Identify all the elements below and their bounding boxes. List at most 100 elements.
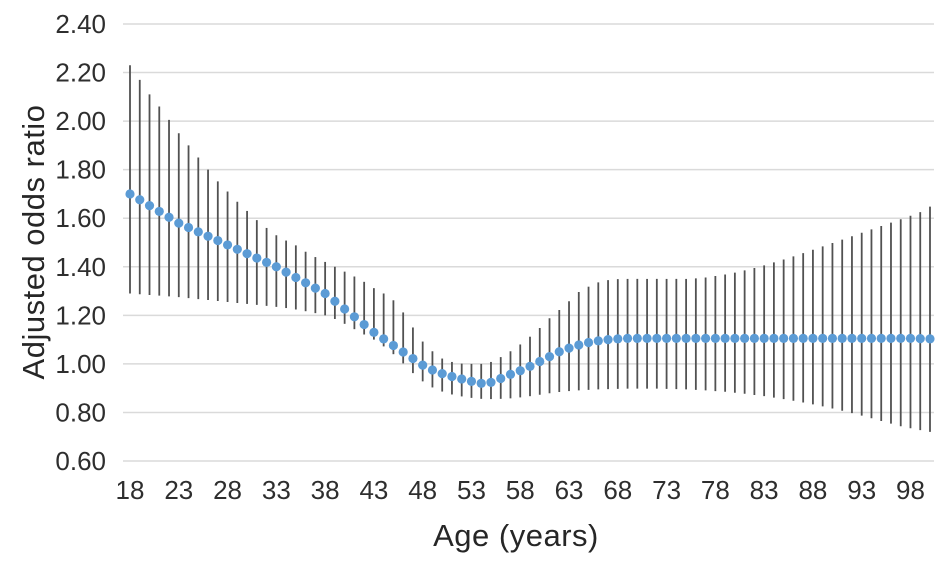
data-point: [154, 206, 164, 217]
data-point: [622, 333, 633, 343]
data-point: [135, 195, 145, 205]
data-point: [193, 227, 203, 237]
y-tick-label: 0.60: [55, 446, 106, 476]
x-tick-label: 38: [311, 475, 340, 505]
data-point: [603, 335, 613, 345]
data-point: [701, 333, 711, 343]
data-point: [554, 347, 564, 357]
data-point: [857, 333, 867, 343]
data-point: [447, 371, 457, 382]
data-point: [125, 189, 135, 199]
y-tick-label: 1.60: [55, 203, 106, 233]
data-point: [779, 333, 789, 343]
data-point: [613, 334, 623, 344]
data-point: [661, 333, 672, 343]
data-point: [261, 257, 272, 268]
data-point: [564, 343, 574, 353]
data-point: [896, 333, 906, 343]
y-tick-label: 1.40: [55, 252, 106, 282]
data-point: [271, 262, 281, 272]
data-point: [398, 347, 408, 357]
x-tick-label: 33: [262, 475, 291, 505]
x-tick-label: 53: [457, 475, 486, 505]
data-point: [671, 333, 681, 343]
data-point: [740, 333, 750, 343]
data-point: [886, 333, 896, 343]
data-point: [769, 333, 779, 343]
error-bars: [129, 65, 931, 432]
data-point: [691, 333, 701, 343]
y-tick-label: 1.80: [55, 155, 106, 185]
y-tick-label: 1.20: [55, 300, 106, 330]
x-tick-label: 83: [750, 475, 779, 505]
data-point: [710, 333, 720, 343]
data-point: [525, 361, 535, 371]
data-point: [232, 244, 242, 254]
data-point: [486, 377, 496, 387]
data-point: [349, 312, 359, 322]
data-point: [788, 333, 799, 343]
data-point: [310, 283, 320, 293]
data-point: [144, 200, 155, 211]
data-point: [359, 319, 369, 330]
data-point: [681, 333, 691, 343]
data-point: [252, 253, 262, 263]
x-tick-label: 48: [408, 475, 437, 505]
y-axis-title: Adjusted odds ratio: [16, 104, 51, 380]
x-tick-label: 58: [506, 475, 535, 505]
data-point: [213, 235, 223, 246]
gridlines: [123, 23, 934, 462]
y-tick-labels: 0.60 0.80 1.00 1.20 1.40 1.60 1.80 2.00 2.20 2.40: [55, 9, 106, 476]
x-tick-label: 88: [798, 475, 827, 505]
data-point: [408, 353, 418, 364]
x-tick-label: 98: [896, 475, 925, 505]
x-axis-title: Age (years): [433, 518, 599, 553]
x-tick-label: 93: [847, 475, 876, 505]
data-point: [652, 333, 662, 343]
data-point: [496, 373, 506, 384]
data-point: [418, 360, 428, 370]
data-point: [837, 333, 847, 343]
data-point: [457, 374, 467, 384]
data-point: [876, 333, 886, 343]
y-tick-label: 2.40: [55, 9, 106, 39]
y-tick-label: 1.00: [55, 349, 106, 379]
data-point: [574, 340, 584, 350]
data-point: [320, 288, 330, 299]
data-point: [515, 366, 525, 376]
data-point: [466, 376, 477, 386]
data-point: [505, 369, 516, 379]
data-point: [174, 218, 184, 228]
data-point: [203, 231, 213, 241]
data-point: [905, 333, 916, 343]
x-tick-label: 18: [116, 475, 145, 505]
data-point: [222, 240, 233, 250]
data-point: [330, 296, 340, 306]
x-tick-label: 43: [359, 475, 388, 505]
data-point: [427, 365, 438, 375]
data-point: [915, 334, 925, 344]
x-tick-label: 23: [164, 475, 193, 505]
data-point: [925, 334, 935, 344]
data-point: [759, 333, 769, 343]
data-point: [866, 333, 877, 343]
data-point: [818, 333, 828, 343]
data-point: [242, 249, 252, 259]
x-tick-label: 68: [603, 475, 632, 505]
data-point: [642, 333, 652, 343]
data-point: [583, 337, 594, 348]
y-tick-label: 2.20: [55, 58, 106, 88]
data-point: [535, 356, 545, 367]
x-tick-label: 73: [652, 475, 681, 505]
data-point: [340, 304, 350, 314]
data-point: [632, 333, 642, 343]
data-point: [379, 334, 389, 344]
data-point: [544, 352, 555, 362]
data-points: [125, 189, 935, 388]
data-point: [437, 369, 447, 379]
data-point: [798, 333, 808, 343]
x-tick-label: 28: [213, 475, 242, 505]
data-point: [388, 340, 399, 351]
x-tick-labels: 18 23 28 33 38 43 48 53 58 63 68 73 78 83 88 93 98: [116, 475, 925, 505]
